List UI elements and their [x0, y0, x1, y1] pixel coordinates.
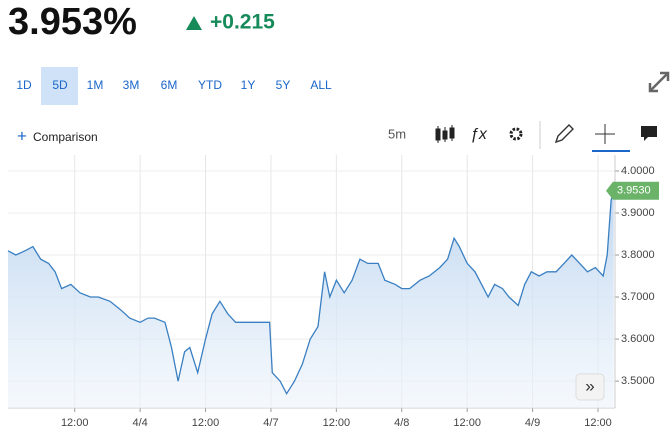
draw-icon[interactable] — [554, 124, 574, 144]
area — [8, 190, 614, 408]
expand-icon[interactable] — [648, 71, 670, 93]
x-tick-label: 12:00 — [192, 417, 220, 429]
x-tick-label: 12:00 — [323, 417, 351, 429]
x-tick-label: 4/9 — [525, 417, 540, 429]
y-tick-label: 3.9000 — [621, 207, 655, 219]
up-arrow — [186, 16, 202, 30]
y-tick-label: 3.6000 — [621, 333, 655, 345]
range-button[interactable]: 1D — [16, 78, 32, 92]
last-price-tag — [606, 181, 659, 200]
change: +0.215 — [210, 11, 275, 34]
crosshair-icon[interactable] — [595, 124, 615, 144]
plus-icon: + — [17, 126, 27, 145]
settings-icon[interactable] — [509, 127, 523, 141]
y-tick-label: 4.0000 — [621, 165, 655, 177]
y-tick-label: 3.7000 — [621, 291, 655, 303]
line — [7, 190, 615, 396]
last-price-label: 3.9530 — [617, 185, 651, 197]
range-button[interactable]: ALL — [310, 78, 332, 92]
range-button[interactable]: YTD — [198, 78, 222, 92]
x-tick-label: 12:00 — [453, 417, 481, 429]
x-tick-label: 12:00 — [584, 417, 612, 429]
scroll-icon: » — [585, 376, 594, 395]
selected-range-bg — [41, 67, 78, 105]
candle-icon[interactable] — [435, 125, 455, 143]
comparison-button[interactable]: Comparison — [33, 130, 98, 144]
range-button[interactable]: 5D — [52, 78, 68, 92]
x-tick-label: 4/8 — [394, 417, 409, 429]
comment-icon[interactable] — [641, 126, 657, 141]
price: 3.953% — [8, 1, 137, 43]
x-tick-label: 12:00 — [61, 417, 89, 429]
scroll-button[interactable] — [575, 373, 605, 401]
x-tick-label: 4/7 — [263, 417, 278, 429]
range-button[interactable]: 3M — [123, 78, 140, 92]
range-button[interactable]: 1Y — [241, 78, 256, 92]
range-button[interactable]: 5Y — [276, 78, 291, 92]
range-button[interactable]: 6M — [161, 78, 178, 92]
y-tick-label: 3.5000 — [621, 375, 655, 387]
fx-icon[interactable]: ƒx — [470, 126, 488, 143]
y-tick-label: 3.8000 — [621, 249, 655, 261]
interval-button[interactable]: 5m — [388, 126, 406, 141]
range-button[interactable]: 1M — [87, 78, 104, 92]
x-tick-label: 4/4 — [132, 417, 147, 429]
